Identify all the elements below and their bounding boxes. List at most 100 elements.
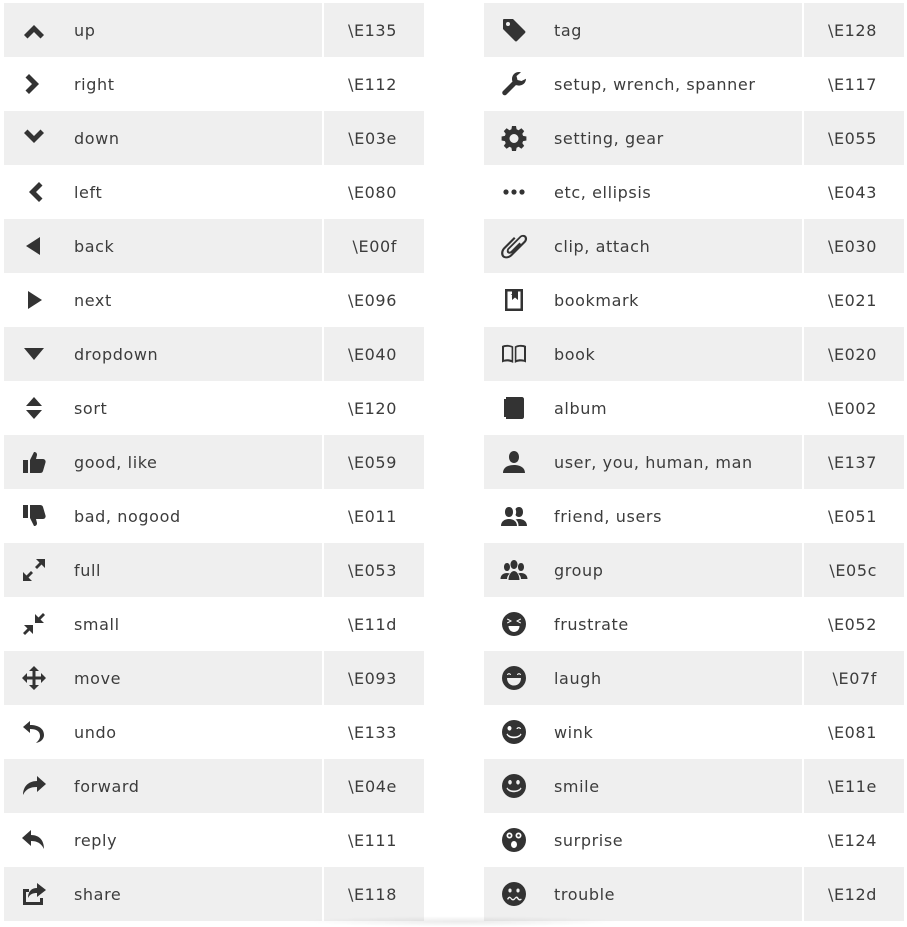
icon-code: \E137 — [804, 435, 904, 489]
triangle-left-icon — [4, 219, 64, 273]
icon-name-cell: wink — [484, 705, 802, 759]
thumbs-up-icon — [4, 435, 64, 489]
icon-row: user, you, human, man \E137 — [484, 435, 904, 489]
icon-code: \E03e — [324, 111, 424, 165]
icon-name-cell: friend, users — [484, 489, 802, 543]
icon-name-cell: share — [4, 867, 322, 921]
icon-code: \E07f — [804, 651, 904, 705]
icon-code: \E052 — [827, 614, 877, 634]
icon-code: \E111 — [347, 830, 397, 850]
icon-row: down \E03e — [4, 111, 424, 165]
icon-name-cell: back — [4, 219, 322, 273]
icon-row: setup, wrench, spanner \E117 — [484, 57, 904, 111]
icon-code: \E11d — [347, 614, 397, 634]
cell-divider — [802, 867, 804, 921]
icon-row: tag \E128 — [484, 3, 904, 57]
forward-icon — [4, 759, 64, 813]
icon-label: trouble — [554, 884, 616, 904]
icon-name-cell: tag — [484, 3, 802, 57]
icon-label: user, you, human, man — [554, 452, 753, 472]
icon-code: \E05c — [804, 543, 904, 597]
icon-row: up \E135 — [4, 3, 424, 57]
sort-icon — [4, 381, 64, 435]
icon-code: \E055 — [804, 111, 904, 165]
triangle-right-icon — [4, 273, 64, 327]
icon-name-cell: surprise — [484, 813, 802, 867]
bottom-shadow — [300, 916, 620, 927]
cell-divider — [322, 435, 324, 489]
triangle-down-icon — [4, 327, 64, 381]
cell-divider — [802, 543, 804, 597]
cell-divider — [322, 327, 324, 381]
icon-label: right — [74, 74, 115, 94]
icon-name-cell: etc, ellipsis — [484, 165, 802, 219]
icon-code: \E124 — [827, 830, 877, 850]
icon-label: small — [74, 614, 120, 634]
icon-row: wink \E081 — [484, 705, 904, 759]
icon-label: clip, attach — [554, 236, 651, 256]
icon-label: friend, users — [554, 506, 663, 526]
users-icon — [484, 489, 544, 543]
cell-divider — [322, 813, 324, 867]
icon-name-cell: user, you, human, man — [484, 435, 802, 489]
icon-row: surprise \E124 — [484, 813, 904, 867]
icon-row: clip, attach \E030 — [484, 219, 904, 273]
cell-divider — [802, 3, 804, 57]
wrench-icon — [484, 57, 544, 111]
user-icon — [484, 435, 544, 489]
thumbs-down-icon — [4, 489, 64, 543]
chevron-up-icon — [4, 3, 64, 57]
icon-name-cell: clip, attach — [484, 219, 802, 273]
icon-name-cell: down — [4, 111, 322, 165]
icon-code: \E043 — [827, 182, 877, 202]
icon-code: \E118 — [324, 867, 424, 921]
bookmark-icon — [484, 273, 544, 327]
icon-row: reply \E111 — [4, 813, 424, 867]
icon-name-cell: setting, gear — [484, 111, 802, 165]
icon-label: tag — [554, 20, 583, 40]
icon-label: bad, nogood — [74, 506, 181, 526]
icon-name-cell: full — [4, 543, 322, 597]
icon-code: \E030 — [804, 219, 904, 273]
icon-row: laugh \E07f — [484, 651, 904, 705]
icon-label: etc, ellipsis — [554, 182, 652, 202]
undo-icon — [4, 705, 64, 759]
icon-row: back \E00f — [4, 219, 424, 273]
icon-code: \E120 — [347, 398, 397, 418]
icon-code: \E020 — [804, 327, 904, 381]
cell-divider — [322, 381, 324, 435]
icon-label: share — [74, 884, 122, 904]
icon-row: setting, gear \E055 — [484, 111, 904, 165]
icon-label: surprise — [554, 830, 624, 850]
icon-label: setup, wrench, spanner — [554, 74, 756, 94]
icon-table-left: up \E135 right \E112 down \E03e left \E080 back \… — [4, 3, 424, 921]
icon-code: \E021 — [827, 290, 877, 310]
icon-code: \E04e — [324, 759, 424, 813]
icon-row: small \E11d — [4, 597, 424, 651]
cell-divider — [802, 327, 804, 381]
icon-code: \E011 — [347, 506, 397, 526]
laugh-face-icon — [484, 651, 544, 705]
icon-label: sort — [74, 398, 108, 418]
icon-label: setting, gear — [554, 128, 664, 148]
icon-label: forward — [74, 776, 140, 796]
icon-row: dropdown \E040 — [4, 327, 424, 381]
icon-code: \E12d — [804, 867, 904, 921]
cell-divider — [322, 57, 324, 111]
cell-divider — [802, 597, 804, 651]
cell-divider — [322, 111, 324, 165]
cell-divider — [802, 219, 804, 273]
icon-label: move — [74, 668, 122, 688]
icon-row: smile \E11e — [484, 759, 904, 813]
cell-divider — [322, 273, 324, 327]
icon-code: \E133 — [347, 722, 397, 742]
icon-code: \E11e — [804, 759, 904, 813]
cell-divider — [322, 489, 324, 543]
icon-code: \E051 — [827, 506, 877, 526]
gear-icon — [484, 111, 544, 165]
cell-divider — [802, 111, 804, 165]
icon-label: group — [554, 560, 604, 580]
icon-label: back — [74, 236, 115, 256]
icon-table-right: tag \E128 setup, wrench, spanner \E117 setti… — [484, 3, 904, 921]
tag-icon — [484, 3, 544, 57]
